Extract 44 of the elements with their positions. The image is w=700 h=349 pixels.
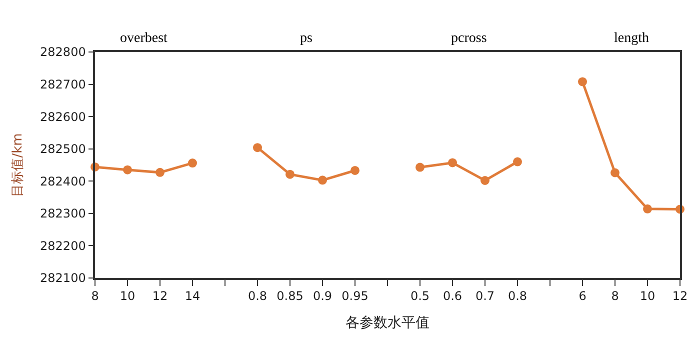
y-tick-label: 282800	[40, 45, 86, 60]
point	[350, 166, 360, 175]
x-tick-label: 10	[120, 289, 136, 304]
point	[156, 168, 164, 177]
x-tick-label: 0.9	[312, 289, 332, 304]
point	[480, 176, 490, 185]
y-tick-label: 282500	[40, 142, 86, 156]
x-tick-label: 10	[640, 289, 656, 304]
point	[513, 157, 522, 166]
x-tick-label: 0.6	[442, 289, 462, 304]
x-tick-label: 12	[152, 289, 168, 304]
x-tick-label: 0.95	[342, 289, 368, 304]
x-tick-label: 0.8	[508, 289, 528, 304]
point	[448, 158, 457, 168]
y-tick-label: 282100	[40, 271, 86, 286]
y-axis-title: 目标值/km	[10, 133, 26, 197]
y-tick-label: 282600	[40, 110, 86, 124]
x-tick-label: 6	[578, 289, 586, 304]
y-tick-label: 282300	[40, 206, 86, 221]
text: ps	[300, 31, 312, 46]
x-tick-label: 8	[91, 289, 99, 304]
point	[253, 143, 262, 152]
point	[318, 176, 327, 185]
text: overbest	[120, 31, 168, 46]
x-tick-label: 14	[184, 289, 200, 304]
x-tick-label: 0.5	[410, 289, 430, 304]
point	[578, 77, 587, 86]
x-axis-title: 各参数水平值	[346, 314, 430, 331]
text: pcross	[451, 31, 487, 46]
point	[643, 204, 652, 214]
x-tick-label: 0.7	[475, 289, 495, 304]
y-tick-label: 282200	[40, 238, 86, 253]
point	[416, 162, 424, 172]
y-tick-label: 282700	[40, 77, 86, 92]
x-tick-label: 0.85	[276, 289, 304, 304]
point	[286, 170, 294, 179]
point	[188, 158, 197, 168]
x-tick-label: 0.8	[248, 289, 268, 304]
x-tick-label: 8	[611, 289, 619, 304]
y-tick-label: 282400	[40, 174, 86, 188]
text: length	[614, 31, 649, 46]
point	[610, 168, 620, 178]
x-tick-label: 12	[672, 289, 688, 304]
point	[123, 165, 132, 174]
